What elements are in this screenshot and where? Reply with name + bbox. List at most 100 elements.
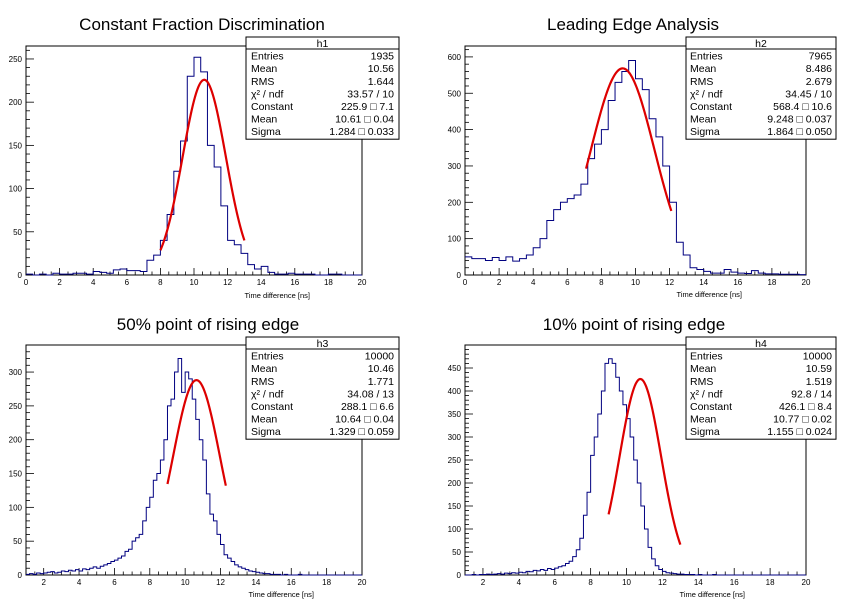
panel-h4: 10% point of rising edge 2 4 6 8 10 12 14 16 18 2… bbox=[448, 315, 837, 599]
stats-row-name: Sigma bbox=[251, 126, 281, 138]
histogram-series bbox=[26, 56, 362, 276]
stats-box: h4 Entries 10000 Mean 10.59 RMS 1.519 χ² / ndf 9… bbox=[685, 336, 837, 440]
stats-box-frame bbox=[245, 336, 400, 440]
y-tick-label: 0 bbox=[18, 271, 23, 280]
panel-h2: Leading Edge Analysis 0 2 4 6 8 10 12 14 16 18 200… bbox=[448, 15, 837, 299]
y-tick-label: 50 bbox=[13, 537, 22, 546]
stats-row-name: Entries bbox=[690, 351, 723, 363]
stats-row-value: 10.56 bbox=[368, 63, 394, 75]
y-tick-label: 100 bbox=[448, 525, 462, 534]
stats-row-name: Mean bbox=[251, 114, 277, 126]
stats-row-value: 10.46 bbox=[368, 363, 394, 375]
x-axis-label: Time difference [ns] bbox=[249, 590, 314, 599]
gaussian-fit-curve bbox=[166, 379, 227, 486]
x-tick-label: 16 bbox=[733, 278, 742, 287]
stats-row-value: 1.864 □ 0.050 bbox=[767, 126, 832, 138]
x-tick-label: 10 bbox=[190, 278, 199, 287]
x-tick-label: 18 bbox=[766, 578, 775, 587]
stats-row-name: Mean bbox=[251, 63, 277, 75]
stats-row-value: 568.4 □ 10.6 bbox=[773, 101, 832, 113]
stats-row-value: 34.45 / 10 bbox=[785, 88, 832, 100]
stats-row-value: 92.8 / 14 bbox=[791, 388, 832, 400]
stats-box-frame bbox=[685, 336, 837, 440]
stats-row-name: RMS bbox=[251, 76, 274, 88]
stats-row-value: 2.679 bbox=[806, 76, 832, 88]
y-tick-label: 100 bbox=[9, 185, 23, 194]
stats-box-frame bbox=[245, 36, 400, 140]
x-tick-label: 18 bbox=[767, 278, 776, 287]
y-tick-label: 200 bbox=[9, 436, 23, 445]
stats-row-value: 34.08 / 13 bbox=[347, 388, 394, 400]
stats-row-value: 33.57 / 10 bbox=[347, 88, 394, 100]
stats-row-name: Mean bbox=[690, 363, 716, 375]
x-tick-label: 4 bbox=[517, 578, 522, 587]
y-tick-label: 300 bbox=[448, 433, 462, 442]
stats-row-name: Mean bbox=[251, 414, 277, 426]
gaussian-fit-curve bbox=[607, 377, 682, 545]
stats-row-name: Constant bbox=[690, 401, 732, 413]
stats-row-name: Entries bbox=[690, 51, 723, 63]
x-tick-label: 20 bbox=[358, 578, 367, 587]
stats-row-value: 1935 bbox=[371, 51, 395, 63]
x-tick-label: 8 bbox=[599, 278, 604, 287]
x-tick-label: 10 bbox=[622, 578, 631, 587]
x-tick-label: 12 bbox=[658, 578, 667, 587]
stats-row-value: 10.61 □ 0.04 bbox=[335, 114, 394, 126]
y-tick-label: 450 bbox=[448, 364, 462, 373]
stats-row-name: Sigma bbox=[251, 426, 281, 438]
stats-header: h2 bbox=[755, 38, 767, 50]
x-axis-label: Time difference [ns] bbox=[245, 291, 310, 300]
stats-row-value: 225.9 □ 7.1 bbox=[341, 101, 394, 113]
x-tick-label: 20 bbox=[802, 578, 811, 587]
x-tick-label: 14 bbox=[699, 278, 708, 287]
histogram-series bbox=[465, 358, 806, 576]
histogram-series bbox=[26, 358, 362, 576]
y-tick-label: 400 bbox=[448, 126, 462, 135]
y-tick-label: 150 bbox=[9, 470, 23, 479]
x-tick-label: 14 bbox=[251, 578, 260, 587]
x-tick-label: 8 bbox=[148, 578, 153, 587]
x-tick-label: 0 bbox=[24, 278, 29, 287]
stats-row-name: RMS bbox=[690, 376, 713, 388]
y-tick-label: 200 bbox=[448, 479, 462, 488]
x-tick-label: 12 bbox=[216, 578, 225, 587]
x-tick-label: 16 bbox=[287, 578, 296, 587]
x-tick-label: 18 bbox=[324, 278, 333, 287]
stats-row-name: Mean bbox=[690, 414, 716, 426]
x-tick-label: 14 bbox=[257, 278, 266, 287]
x-tick-label: 2 bbox=[481, 578, 486, 587]
stats-row-value: 426.1 □ 8.4 bbox=[779, 401, 832, 413]
stats-row-value: 1.644 bbox=[368, 76, 394, 88]
y-tick-label: 300 bbox=[448, 162, 462, 171]
stats-row-name: Mean bbox=[251, 363, 277, 375]
x-tick-label: 20 bbox=[802, 278, 811, 287]
panel-title: Constant Fraction Discrimination bbox=[79, 15, 325, 34]
stats-row-name: Sigma bbox=[690, 426, 720, 438]
panel-title: Leading Edge Analysis bbox=[547, 15, 719, 34]
stats-row-value: 10000 bbox=[803, 351, 832, 363]
x-tick-label: 14 bbox=[694, 578, 703, 587]
stats-box-frame bbox=[685, 36, 837, 140]
stats-header: h4 bbox=[755, 338, 767, 350]
stats-header: h3 bbox=[317, 338, 329, 350]
stats-row-value: 1.155 □ 0.024 bbox=[767, 426, 832, 438]
stats-row-value: 288.1 □ 6.6 bbox=[341, 401, 394, 413]
x-tick-label: 12 bbox=[223, 278, 232, 287]
stats-header: h1 bbox=[317, 38, 329, 50]
x-tick-label: 10 bbox=[631, 278, 640, 287]
y-tick-label: 250 bbox=[9, 55, 23, 64]
stats-row-value: 1.329 □ 0.059 bbox=[329, 426, 394, 438]
x-tick-label: 4 bbox=[91, 278, 96, 287]
panel-title: 50% point of rising edge bbox=[117, 315, 299, 334]
y-tick-label: 200 bbox=[9, 98, 23, 107]
stats-row-name: RMS bbox=[251, 376, 274, 388]
histogram-series bbox=[465, 60, 806, 276]
stats-row-name: Sigma bbox=[690, 126, 720, 138]
stats-row-name: Constant bbox=[251, 401, 293, 413]
stats-row-name: χ² / ndf bbox=[251, 88, 283, 100]
y-tick-label: 50 bbox=[13, 228, 22, 237]
x-tick-label: 6 bbox=[565, 278, 570, 287]
